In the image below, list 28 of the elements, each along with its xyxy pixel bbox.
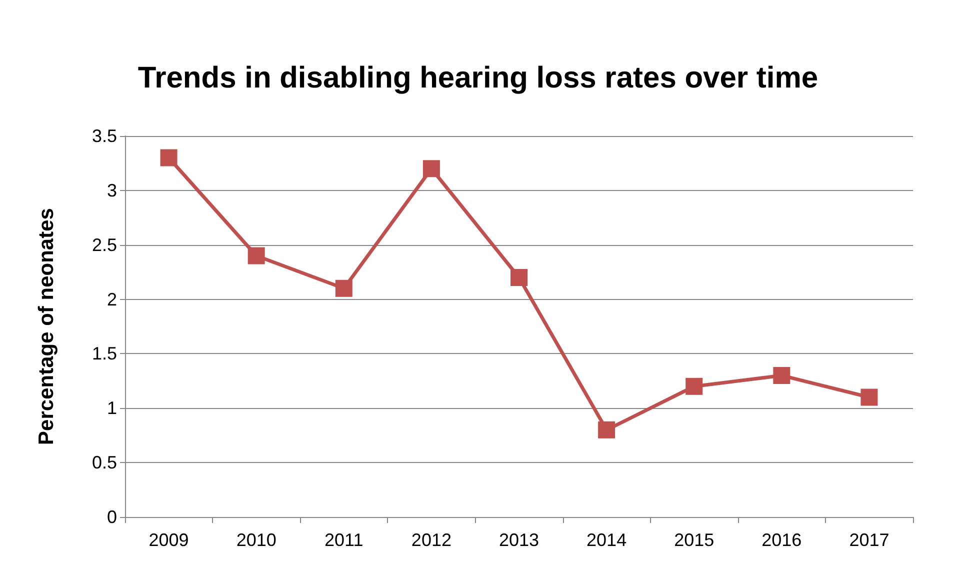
y-tick-label: 2.5 [92, 234, 117, 255]
x-tick-label: 2014 [586, 530, 627, 550]
point [248, 247, 265, 264]
y-tick-label: 3 [106, 180, 117, 200]
chart-title: Trends in disabling hearing loss rates over time [138, 62, 818, 94]
x-tick-label: 2009 [148, 530, 189, 550]
x-tick-label: 2015 [674, 530, 714, 550]
point [510, 269, 528, 286]
y-tick-label: 0.5 [92, 452, 117, 473]
point [773, 366, 790, 384]
x-tick-label: 2017 [849, 530, 890, 550]
point [335, 280, 352, 297]
point [160, 149, 178, 166]
y-tick-label: 2 [106, 289, 117, 310]
y-tick-label: 0 [106, 507, 117, 527]
x-tick-label: 2012 [411, 530, 452, 550]
x-tick-label: 2011 [324, 530, 364, 550]
point [686, 378, 703, 395]
y-tick-label: 1 [106, 398, 117, 418]
point [860, 388, 878, 406]
y-tick-label: 1.5 [92, 344, 117, 364]
point [422, 160, 440, 178]
x-tick-label: 2010 [236, 530, 276, 550]
y-tick-label: 3.5 [92, 126, 117, 146]
x-tick-label: 2016 [762, 530, 802, 550]
x-tick-label: 2013 [498, 530, 540, 550]
y-axis-title: Percentage of neonates [35, 208, 58, 445]
point [598, 421, 616, 438]
